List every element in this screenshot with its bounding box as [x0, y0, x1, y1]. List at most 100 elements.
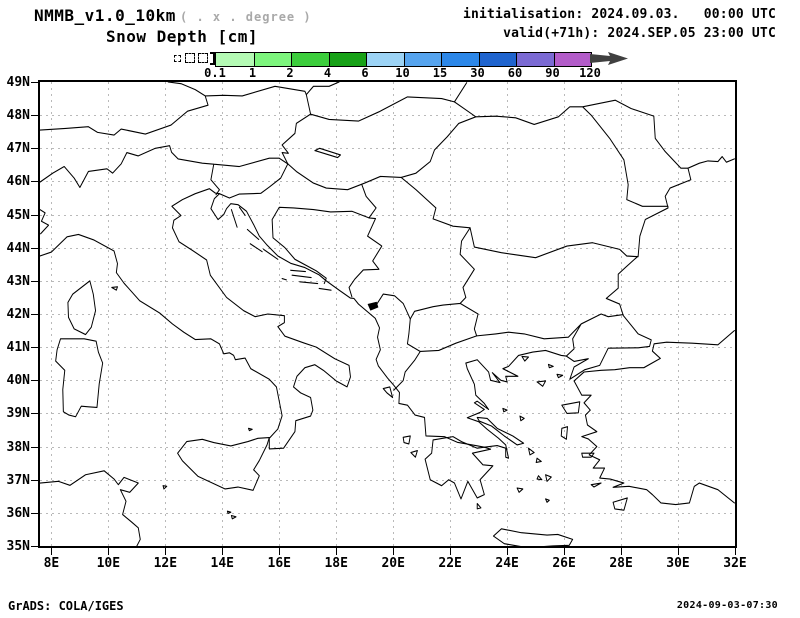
colorbar-segment — [403, 53, 441, 66]
border-serbia-romania-bulgaria — [400, 176, 639, 259]
lon-tick-label: 16E — [267, 556, 291, 571]
lat-tick-label: 38N — [6, 439, 30, 455]
lon-tick — [564, 548, 566, 555]
graticule-line-lat — [40, 314, 735, 315]
border-hungary-south-east — [287, 101, 477, 191]
colorbar-tick-label: 90 — [545, 66, 560, 80]
colorbar-underflow-mark — [198, 53, 208, 63]
graticule-line-lon — [279, 82, 281, 546]
tyrrhenian-islands — [111, 286, 253, 520]
lon-tick — [165, 548, 167, 555]
colorbar-segment — [553, 53, 591, 66]
lon-tick — [279, 548, 281, 555]
map-area — [40, 82, 735, 546]
graticule-line-lon — [222, 82, 224, 546]
graticule-line-lon — [165, 82, 167, 546]
border-central-europe — [40, 82, 340, 136]
border-alps — [40, 145, 289, 196]
lat-tick — [31, 413, 38, 415]
border-slovenia-croatia — [218, 163, 289, 199]
graticule-line-lat — [40, 247, 735, 249]
grads-credit: GrADS: COLA/IGES — [8, 599, 124, 613]
lat-tick-label: 46N — [6, 174, 30, 190]
lat-tick-label: 44N — [6, 240, 30, 256]
coastline-sardinia — [55, 338, 104, 418]
lon-tick-label: 12E — [153, 556, 178, 571]
lon-tick-label: 26E — [552, 556, 576, 571]
lat-tick — [31, 380, 38, 382]
graticule-line-lon — [507, 82, 509, 546]
colorbar-tick-label: 10 — [395, 66, 410, 80]
lon-tick-label: 32E — [723, 556, 747, 571]
colorbar-tick-label: 4 — [323, 66, 332, 80]
lat-tick — [31, 247, 38, 249]
lat-tick-label: 49N — [6, 75, 30, 90]
lat-tick-label: 42N — [6, 307, 30, 322]
colorbar-segment — [253, 53, 291, 66]
coastline-turkey-marmara-blacksea — [573, 330, 735, 382]
border-slovakia — [310, 82, 468, 122]
lon-tick — [450, 548, 452, 555]
lat-tick — [31, 446, 38, 448]
lat-tick — [31, 479, 38, 481]
lat-tick-label: 35N — [6, 539, 30, 554]
colorbar-underflow-mark — [174, 55, 181, 62]
border-montenegro-albania — [374, 293, 411, 320]
valid-time-label: valid(+71h): 2024.SEP.05 23:00 UTC — [503, 26, 776, 41]
graticule-line-lon — [621, 82, 623, 546]
lon-tick-label: 10E — [96, 556, 121, 571]
colorbar-tick-label: 6 — [361, 66, 369, 80]
lon-tick-label: 14E — [210, 556, 235, 571]
graticule-line-lat — [40, 413, 735, 415]
lat-tick — [31, 181, 38, 183]
lon-tick-label: 28E — [609, 556, 633, 571]
lon-tick — [621, 548, 623, 555]
lat-tick-label: 45N — [6, 207, 30, 223]
lake-skadar — [367, 301, 379, 311]
aegean-islands — [382, 355, 628, 511]
graticule-line-lon — [450, 82, 452, 546]
resolution-note: ( . x . degree ) — [180, 10, 312, 24]
coastline-turkey-aegean — [573, 380, 735, 506]
graticule-line-lon — [564, 82, 566, 546]
lon-tick — [108, 548, 110, 555]
lat-tick-label: 43N — [6, 273, 30, 289]
lon-tick-label: 20E — [381, 556, 405, 571]
lon-tick — [51, 548, 53, 555]
border-albania-greece — [393, 350, 421, 391]
lat-tick-label: 47N — [6, 141, 30, 157]
lat-tick — [31, 280, 38, 282]
time-info: initialisation: 2024.09.03. 00:00 UTC va… — [463, 5, 776, 43]
graticule-line-lat — [40, 380, 735, 382]
graticule-line-lat — [40, 347, 735, 349]
variable-title: Snow Depth [cm] — [106, 27, 258, 46]
lat-tick-label: 37N — [6, 472, 30, 488]
colorbar-segment — [366, 53, 404, 66]
lat-tick — [31, 512, 38, 514]
colorbar-tick-label: 120 — [579, 66, 601, 80]
coastline-north-africa — [40, 470, 141, 546]
graticule-line-lon — [108, 82, 110, 546]
coastline-europe-mainland — [40, 156, 735, 459]
colorbar-tick-label: 2 — [286, 66, 294, 80]
border-drina — [348, 184, 383, 298]
colorbar-tick-label: 1 — [248, 66, 257, 80]
colorbar-segment — [291, 53, 329, 66]
colorbar-tick-label: 30 — [470, 66, 485, 80]
dalmatian-islands — [230, 206, 332, 291]
lat-tick-label: 36N — [6, 505, 30, 521]
lon-tick — [222, 548, 224, 555]
lat-tick — [31, 546, 38, 547]
graticule-line-lat — [40, 479, 735, 481]
colorbar-segment — [216, 53, 254, 66]
colorbar-tick-label: 15 — [432, 66, 448, 80]
border-france-italy — [40, 209, 50, 235]
graticule-line-lat — [40, 148, 735, 150]
lon-tick-label: 18E — [324, 556, 348, 571]
lon-tick-label: 30E — [666, 556, 690, 571]
border-croatia-bosnia — [271, 206, 370, 285]
graticule-line-lat — [40, 214, 735, 216]
lon-tick — [336, 548, 338, 555]
model-title: NMMB_v1.0_10km — [34, 6, 176, 25]
border-greece-bulgaria-turkey — [419, 313, 623, 357]
